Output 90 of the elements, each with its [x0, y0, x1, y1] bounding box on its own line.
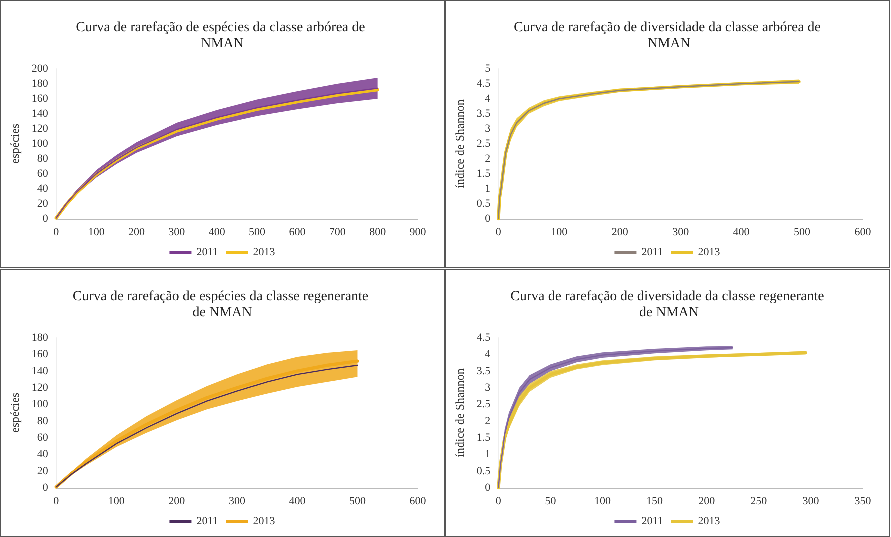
x-tick-label: 100 — [594, 495, 612, 507]
x-tick-label: 200 — [698, 495, 716, 507]
x-tick-label: 200 — [612, 226, 629, 238]
y-tick-label: 0 — [42, 213, 49, 225]
y-tick-label: 40 — [37, 183, 49, 195]
y-tick-label: 180 — [32, 332, 49, 344]
y-tick-label: 60 — [37, 432, 49, 444]
y-tick-label: 3 — [485, 382, 492, 394]
y-tick-label: 1.5 — [476, 432, 492, 444]
x-tick-label: 300 — [672, 226, 690, 238]
x-tick-label: 200 — [168, 495, 186, 507]
legend-label: 2013 — [698, 515, 721, 527]
x-tick-label: 900 — [410, 226, 427, 238]
x-tick-label: 500 — [794, 226, 812, 238]
y-tick-label: 3.5 — [476, 108, 492, 120]
y-tick-label: 0 — [42, 482, 49, 494]
x-tick-label: 500 — [249, 226, 266, 238]
chart-title: Curva de rarefação de diversidade da classe arbórea de NMAN — [514, 20, 822, 52]
y-tick-label: 4 — [485, 348, 492, 360]
y-tick-label: 1.5 — [476, 168, 492, 180]
x-tick-label: 100 — [108, 495, 126, 507]
y-tick-label: 3.5 — [476, 364, 492, 377]
y-axis-title: índice de Shannon — [453, 100, 467, 188]
y-tick-label: 2 — [485, 153, 491, 165]
y-tick-label: 200 — [32, 63, 49, 75]
y-tick-label: 2 — [485, 414, 491, 427]
x-tick-label: 300 — [168, 226, 186, 238]
y-tick-label: 1 — [485, 183, 491, 195]
x-tick-label: 100 — [551, 226, 568, 238]
x-tick-label: 0 — [54, 495, 60, 507]
x-tick-label: 50 — [545, 495, 557, 507]
y-tick-label: 0 — [485, 213, 492, 225]
y-tick-label: 100 — [32, 398, 49, 410]
legend-label: 2013 — [253, 515, 276, 527]
y-tick-label: 40 — [37, 448, 49, 460]
x-tick-label: 0 — [496, 495, 502, 507]
chart-title: Curva de rarefação de espécies da classe regenerante de NMAN — [72, 289, 372, 320]
y-tick-label: 80 — [37, 153, 49, 165]
x-tick-label: 600 — [410, 495, 427, 507]
x-tick-label: 600 — [854, 226, 872, 238]
x-tick-label: 0 — [54, 226, 60, 238]
y-tick-label: 100 — [32, 138, 49, 150]
y-tick-label: 20 — [37, 198, 49, 210]
legend-label: 2011 — [642, 515, 664, 527]
x-tick-label: 250 — [750, 495, 768, 507]
x-tick-label: 0 — [496, 226, 502, 238]
y-tick-label: 20 — [37, 464, 49, 477]
x-tick-label: 300 — [228, 495, 246, 507]
y-tick-label: 2.5 — [476, 138, 492, 150]
y-tick-label: 0.5 — [476, 198, 492, 210]
x-tick-label: 700 — [329, 226, 346, 238]
legend-label: 2011 — [196, 246, 218, 258]
x-tick-label: 350 — [854, 495, 872, 507]
y-axis-title: espécies — [8, 124, 22, 164]
legend-label: 2013 — [698, 246, 721, 258]
chart-title: Curva de rarefação de espécies da classe arbórea de NMAN — [76, 20, 369, 52]
y-tick-label: 140 — [32, 108, 49, 120]
y-tick-label: 180 — [32, 78, 49, 90]
x-tick-label: 100 — [88, 226, 106, 238]
y-tick-label: 0 — [485, 482, 492, 494]
legend-label: 2011 — [642, 246, 664, 258]
y-tick-label: 5 — [485, 63, 492, 75]
y-tick-label: 4.5 — [476, 78, 492, 90]
y-tick-label: 2.5 — [476, 398, 492, 410]
x-tick-label: 800 — [370, 226, 387, 238]
y-tick-label: 1 — [485, 448, 491, 460]
y-tick-label: 4.5 — [476, 332, 492, 344]
y-tick-label: 160 — [32, 93, 49, 105]
y-tick-label: 60 — [37, 168, 49, 180]
legend-label: 2013 — [253, 246, 276, 258]
y-axis-title: índice de Shannon — [453, 368, 467, 457]
chart-title: Curva de rarefação de diversidade da classe regenerante de NMAN — [510, 289, 824, 320]
x-tick-label: 200 — [128, 226, 146, 238]
legend-label: 2011 — [196, 515, 218, 527]
x-tick-label: 400 — [733, 226, 750, 238]
y-tick-label: 120 — [32, 123, 49, 135]
y-tick-label: 4 — [485, 93, 492, 105]
x-tick-label: 300 — [802, 495, 820, 507]
x-tick-label: 500 — [349, 495, 366, 507]
y-tick-label: 0.5 — [476, 464, 492, 477]
y-tick-label: 120 — [32, 382, 49, 394]
y-tick-label: 3 — [485, 123, 492, 135]
y-axis-title: espécies — [8, 392, 22, 432]
x-tick-label: 400 — [208, 226, 226, 238]
y-tick-label: 80 — [37, 414, 49, 427]
x-tick-label: 600 — [289, 226, 306, 238]
y-tick-label: 160 — [32, 348, 49, 360]
x-tick-label: 400 — [289, 495, 306, 507]
x-tick-label: 150 — [646, 495, 664, 507]
y-tick-label: 140 — [32, 364, 49, 377]
